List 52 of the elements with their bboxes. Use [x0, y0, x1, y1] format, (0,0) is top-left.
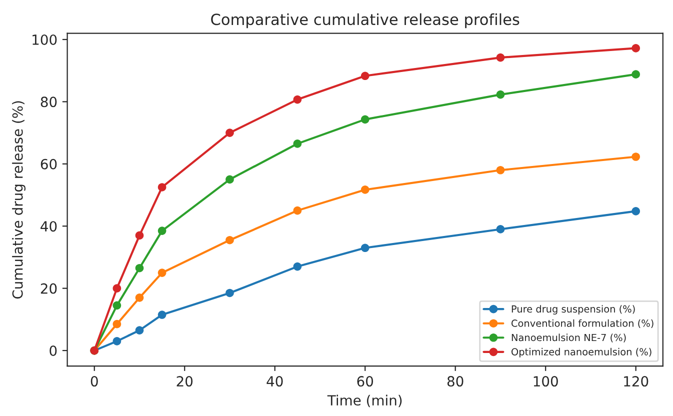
- point: [158, 226, 166, 235]
- y-tick-label: 0: [50, 345, 57, 356]
- point: [632, 44, 640, 52]
- point: [496, 225, 505, 234]
- point: [360, 186, 370, 194]
- x-tick-label: 120: [624, 376, 648, 387]
- x-tick-label: 40: [266, 376, 283, 387]
- chart-title: Comparative cumulative release profiles: [211, 13, 520, 28]
- point: [360, 115, 370, 124]
- point: [135, 264, 144, 272]
- point: [112, 320, 122, 328]
- point: [632, 70, 640, 78]
- point: [632, 152, 640, 161]
- legend-label: Pure drug suspension (%): [512, 305, 635, 315]
- point: [226, 236, 234, 244]
- point: [293, 95, 302, 104]
- point: [496, 90, 505, 99]
- x-tick-label: 0: [90, 376, 98, 387]
- point: [158, 183, 166, 192]
- legend-label: Conventional formulation (%): [512, 319, 654, 328]
- y-axis-title: Cumulative drug release (%): [12, 101, 26, 299]
- point: [360, 244, 370, 252]
- point: [135, 293, 144, 302]
- point: [158, 268, 166, 277]
- point: [112, 284, 122, 292]
- legend-label: Nanoemulsion NE-7 (%): [512, 334, 626, 342]
- x-tick-label: 100: [534, 376, 558, 387]
- point: [112, 337, 122, 346]
- x-axis-title: Time (min): [327, 394, 402, 408]
- y-tick-label: 100: [32, 34, 57, 45]
- point: [293, 206, 302, 215]
- x-tick-label: 20: [176, 376, 193, 387]
- point: [112, 301, 122, 310]
- y-tick-label: 60: [40, 158, 57, 170]
- point: [158, 310, 166, 319]
- point: [135, 231, 144, 240]
- x-tick-label: 80: [447, 376, 464, 387]
- y-tick-label: 20: [40, 283, 57, 294]
- point: [135, 326, 144, 334]
- point: [496, 166, 505, 174]
- x-tick-label: 60: [357, 376, 374, 387]
- point: [293, 140, 302, 148]
- y-tick-label: 40: [40, 221, 57, 232]
- point: [360, 72, 370, 80]
- point: [293, 262, 302, 271]
- point: [496, 53, 505, 62]
- point: [226, 288, 234, 298]
- y-tick-label: 80: [40, 96, 57, 108]
- point: [632, 207, 640, 216]
- point: [226, 175, 234, 184]
- point: [226, 128, 234, 137]
- legend-label: Optimized nanoemulsion (%): [512, 348, 652, 358]
